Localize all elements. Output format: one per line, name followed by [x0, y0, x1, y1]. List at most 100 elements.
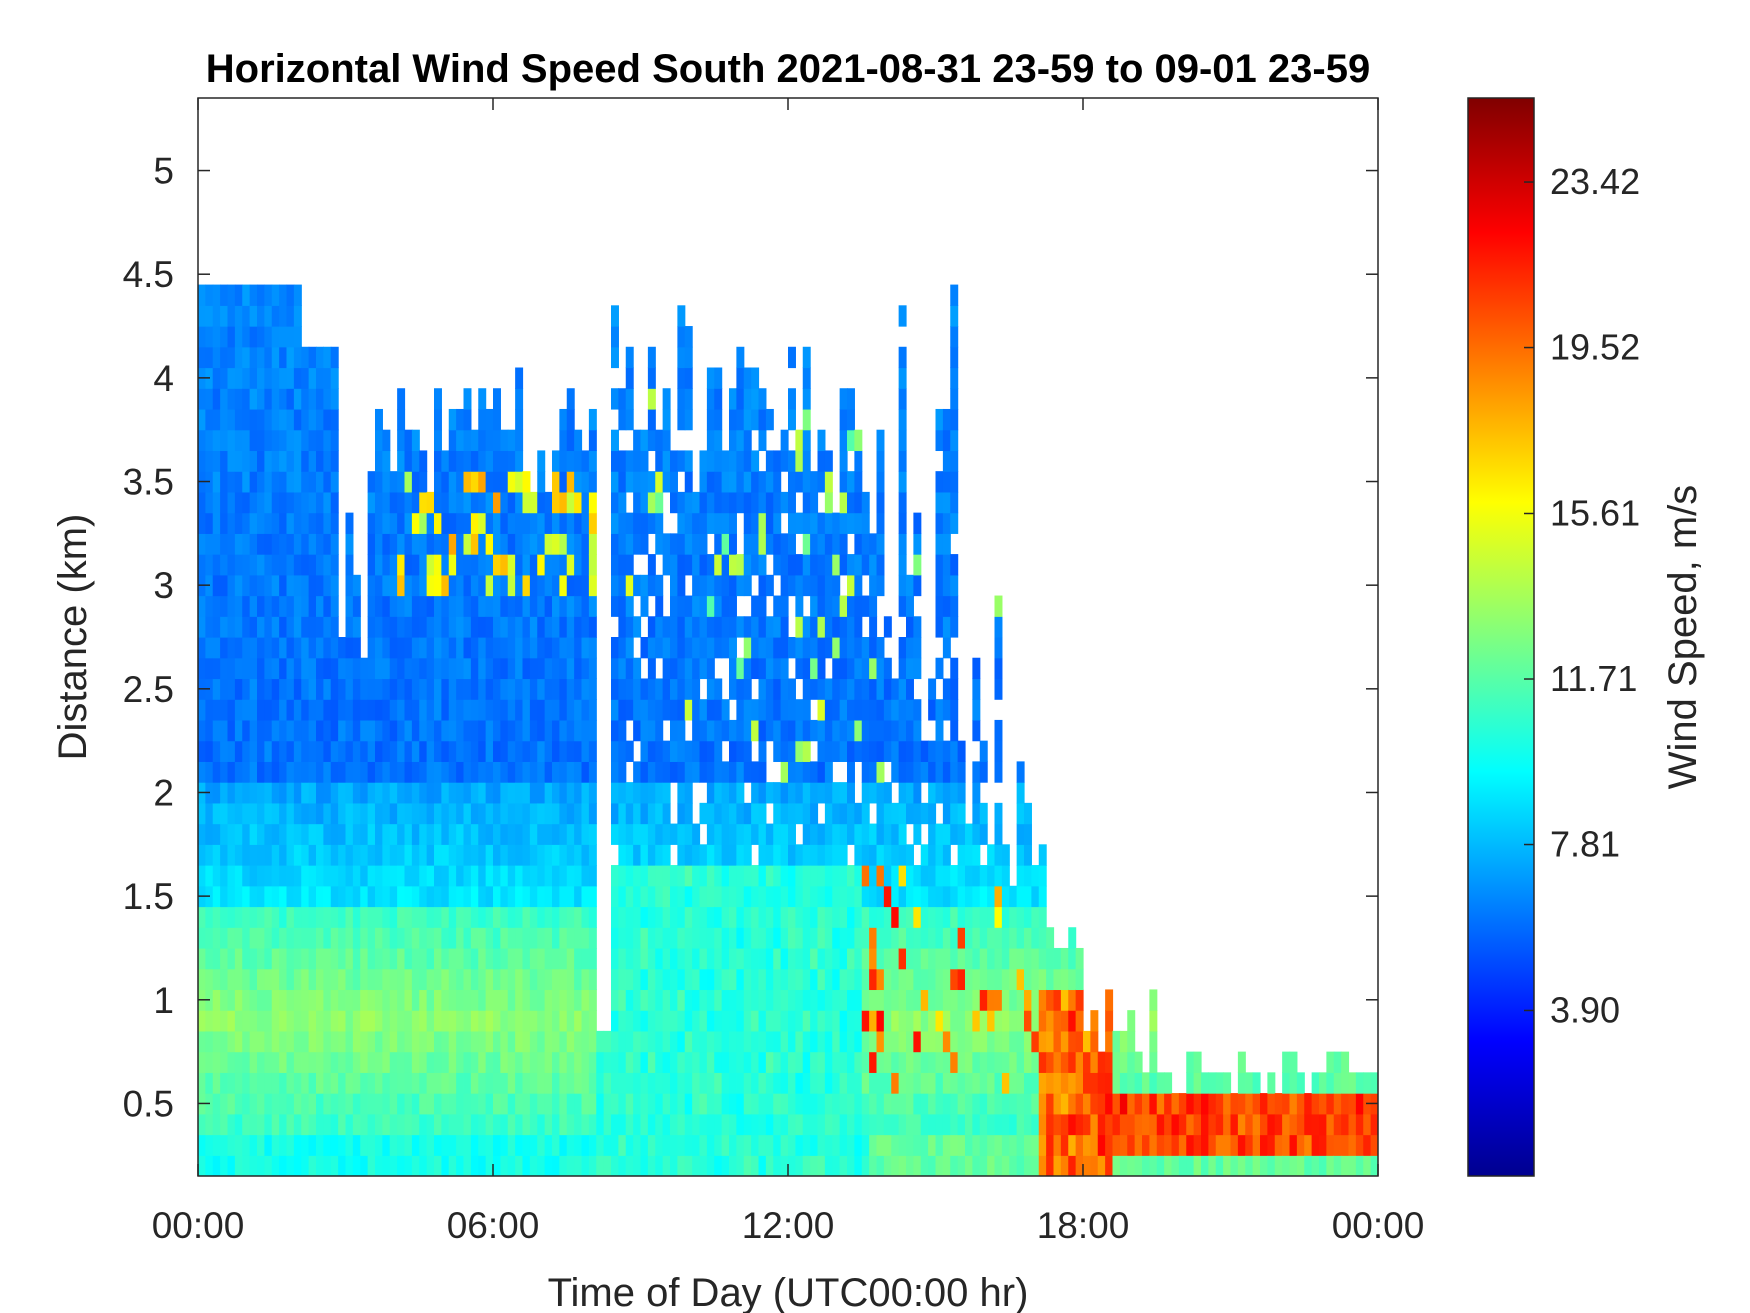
heatmap-cell — [205, 284, 214, 306]
heatmap-cell — [212, 305, 221, 327]
heatmap-cell — [714, 595, 723, 617]
heatmap-cell — [301, 471, 310, 493]
heatmap-cell — [684, 885, 693, 908]
heatmap-cell — [751, 761, 760, 783]
heatmap-cell — [529, 1072, 538, 1094]
heatmap-cell — [434, 719, 442, 742]
heatmap-cell — [345, 719, 354, 742]
heatmap-cell — [293, 947, 302, 970]
heatmap-cell — [706, 408, 715, 431]
heatmap-cell — [987, 1051, 996, 1073]
heatmap-cell — [537, 595, 546, 617]
heatmap-cell — [323, 1051, 332, 1073]
heatmap-cell — [788, 491, 796, 514]
heatmap-cell — [861, 1134, 870, 1156]
heatmap-cell — [448, 450, 457, 472]
heatmap-cell — [537, 491, 546, 514]
heatmap-cell — [574, 802, 583, 825]
heatmap-cell — [389, 512, 398, 534]
chart-title: Horizontal Wind Speed South 2021-08-31 2… — [206, 47, 1370, 91]
heatmap-cell — [411, 1010, 420, 1032]
heatmap-cell — [360, 782, 369, 804]
heatmap-cell — [758, 574, 767, 597]
heatmap-cell — [463, 678, 472, 700]
heatmap-cell — [1171, 1113, 1180, 1136]
heatmap-cell — [1186, 1155, 1195, 1176]
heatmap-cell — [360, 1010, 369, 1032]
heatmap-cell — [522, 1072, 531, 1094]
heatmap-cell — [537, 678, 546, 700]
heatmap-cell — [1105, 1030, 1114, 1053]
heatmap-cell — [714, 823, 723, 845]
heatmap-cell — [500, 844, 509, 866]
heatmap-cell — [640, 491, 649, 514]
heatmap-cell — [677, 947, 686, 970]
heatmap-cell — [301, 533, 310, 555]
heatmap-cell — [647, 761, 656, 783]
heatmap-cell — [574, 554, 583, 576]
heatmap-cell — [721, 844, 730, 866]
heatmap-cell — [655, 429, 664, 452]
heatmap-cell — [544, 968, 553, 991]
heatmap-cell — [788, 740, 796, 762]
heatmap-cell — [847, 699, 855, 721]
y-tick-label: 1 — [153, 980, 174, 1021]
heatmap-cell — [788, 1134, 796, 1156]
heatmap-cell — [847, 947, 855, 970]
heatmap-cell — [869, 1155, 878, 1176]
heatmap-cell — [293, 346, 302, 369]
heatmap-cell — [1230, 1113, 1239, 1136]
heatmap-cell — [220, 284, 229, 306]
heatmap-cell — [220, 657, 229, 680]
heatmap-cell — [404, 512, 413, 534]
heatmap-cell — [736, 699, 745, 721]
heatmap-cell — [316, 491, 324, 514]
heatmap-cell — [839, 865, 848, 887]
heatmap-cell — [323, 533, 332, 555]
heatmap-cell — [316, 533, 324, 555]
heatmap-cell — [743, 1093, 752, 1115]
heatmap-cell — [345, 740, 354, 762]
heatmap-cell — [633, 947, 642, 970]
heatmap-cell — [788, 1010, 796, 1032]
heatmap-cell — [463, 761, 472, 783]
heatmap-cell — [854, 574, 863, 597]
heatmap-cell — [493, 512, 501, 534]
heatmap-cell — [1319, 1155, 1327, 1176]
heatmap-cell — [301, 740, 310, 762]
heatmap-cell — [330, 1155, 339, 1176]
heatmap-cell — [456, 1155, 465, 1176]
heatmap-cell — [456, 906, 465, 928]
heatmap-cell — [647, 699, 656, 721]
heatmap-cell — [950, 947, 959, 970]
heatmap-cell — [323, 678, 332, 700]
heatmap-cell — [389, 678, 398, 700]
heatmap-cell — [603, 1113, 612, 1136]
heatmap-cell — [618, 1155, 627, 1176]
heatmap-cell — [743, 616, 752, 638]
heatmap-cell — [375, 512, 383, 534]
heatmap-cell — [308, 844, 317, 866]
heatmap-cell — [323, 782, 332, 804]
heatmap-cell — [684, 823, 693, 845]
heatmap-cell — [906, 637, 914, 659]
heatmap-cell — [677, 1051, 686, 1073]
heatmap-cell — [618, 823, 627, 845]
heatmap-cell — [257, 408, 265, 431]
heatmap-cell — [330, 968, 339, 991]
heatmap-cell — [1075, 1093, 1084, 1115]
heatmap-cell — [736, 471, 745, 493]
heatmap-cell — [1289, 1051, 1298, 1073]
heatmap-cell — [227, 284, 236, 306]
heatmap-cell — [411, 1134, 420, 1156]
heatmap-cell — [264, 1134, 273, 1156]
heatmap-cell — [721, 699, 730, 721]
heatmap-cell — [1001, 906, 1010, 928]
heatmap-cell — [736, 429, 745, 452]
heatmap-cell — [625, 740, 634, 762]
heatmap-cell — [249, 885, 258, 908]
heatmap-cell — [1001, 1051, 1010, 1073]
heatmap-cell — [345, 947, 354, 970]
heatmap-cell — [397, 1051, 406, 1073]
heatmap-cell — [655, 761, 664, 783]
